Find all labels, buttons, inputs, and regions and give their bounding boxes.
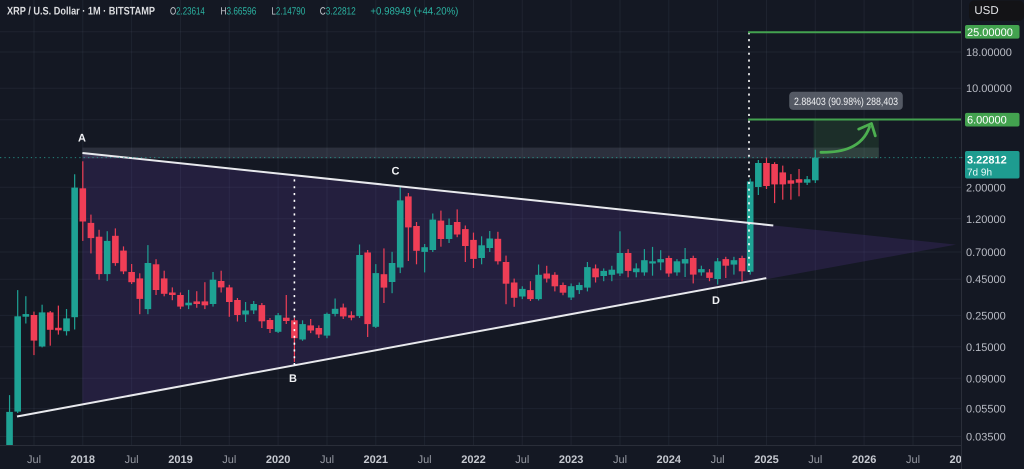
svg-text:0.03500: 0.03500	[966, 432, 1006, 444]
svg-text:2.00000: 2.00000	[966, 182, 1006, 194]
svg-text:Jul: Jul	[320, 454, 334, 466]
svg-text:7d 9h: 7d 9h	[967, 168, 992, 179]
svg-text:A: A	[78, 133, 86, 145]
svg-text:XRP / U.S. Dollar · 1M · BITST: XRP / U.S. Dollar · 1M · BITSTAMP	[7, 6, 155, 18]
svg-text:1.20000: 1.20000	[966, 214, 1006, 226]
svg-text:0.25000: 0.25000	[966, 310, 1006, 322]
svg-text:0.45000: 0.45000	[966, 274, 1006, 286]
svg-text:Jul: Jul	[515, 454, 529, 466]
svg-text:2.88403 (90.98%) 288,403: 2.88403 (90.98%) 288,403	[794, 96, 898, 108]
svg-text:D: D	[712, 295, 720, 307]
svg-text:Jul: Jul	[418, 454, 432, 466]
svg-text:25.00000: 25.00000	[967, 27, 1013, 39]
svg-text:2021: 2021	[364, 454, 388, 466]
svg-text:0.15000: 0.15000	[966, 342, 1006, 354]
svg-text:B: B	[289, 373, 297, 385]
svg-text:2022: 2022	[461, 454, 485, 466]
svg-text:Jul: Jul	[613, 454, 627, 466]
svg-text:18.00000: 18.00000	[966, 47, 1012, 59]
svg-text:Jul: Jul	[711, 454, 725, 466]
svg-text:Jul: Jul	[222, 454, 236, 466]
svg-text:L2.14790: L2.14790	[271, 6, 305, 18]
svg-text:2019: 2019	[168, 454, 192, 466]
svg-text:0.70000: 0.70000	[966, 247, 1006, 259]
svg-text:C3.22812: C3.22812	[320, 6, 356, 18]
svg-text:Jul: Jul	[27, 454, 41, 466]
svg-text:2025: 2025	[754, 454, 778, 466]
svg-text:6.00000: 6.00000	[967, 115, 1007, 127]
svg-text:0.05500: 0.05500	[966, 404, 1006, 416]
svg-text:10.00000: 10.00000	[966, 83, 1012, 95]
svg-text:C: C	[392, 166, 400, 178]
svg-text:2020: 2020	[266, 454, 290, 466]
svg-text:O2.23614: O2.23614	[170, 6, 205, 18]
svg-text:2023: 2023	[559, 454, 583, 466]
svg-text:3.22812: 3.22812	[967, 155, 1007, 167]
svg-text:0.09000: 0.09000	[966, 373, 1006, 385]
svg-text:H3.66596: H3.66596	[221, 6, 257, 18]
svg-text:Jul: Jul	[808, 454, 822, 466]
svg-text:+0.98949 (+44.20%): +0.98949 (+44.20%)	[370, 6, 458, 18]
svg-text:2024: 2024	[657, 454, 682, 466]
svg-text:Jul: Jul	[125, 454, 139, 466]
svg-text:2026: 2026	[852, 454, 876, 466]
svg-text:Jul: Jul	[906, 454, 920, 466]
svg-text:USD: USD	[974, 5, 998, 17]
svg-text:2018: 2018	[71, 454, 95, 466]
